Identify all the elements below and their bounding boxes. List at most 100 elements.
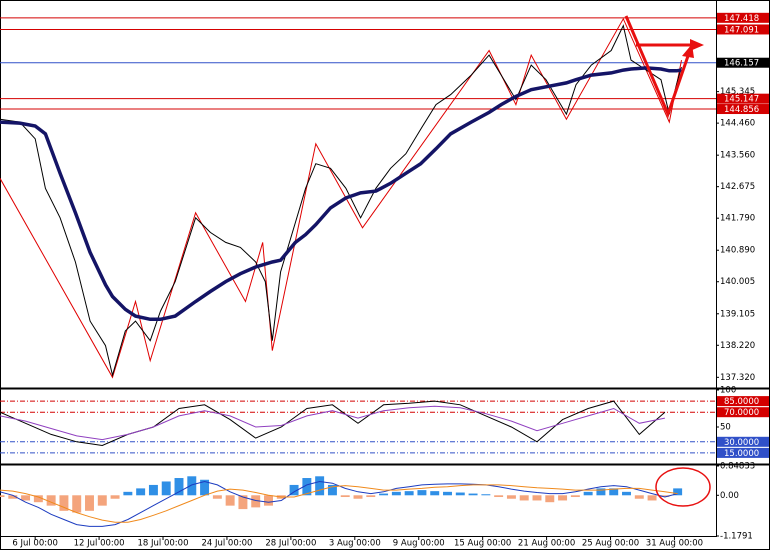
x-tick-label: 24 Jul 00:00 xyxy=(201,539,252,549)
histogram-bar xyxy=(72,495,82,513)
highlight-circle xyxy=(655,467,711,507)
histogram-bar xyxy=(455,492,465,496)
histogram-bar xyxy=(225,495,235,506)
histogram-bar xyxy=(200,479,210,496)
x-tick-label: 31 Aug 00:00 xyxy=(646,539,703,549)
histogram-bar xyxy=(8,495,18,499)
arrowhead xyxy=(682,44,694,58)
histogram-bar xyxy=(647,495,657,501)
histogram-bar xyxy=(97,495,107,506)
panel xyxy=(0,17,716,379)
histogram-bar xyxy=(161,481,171,496)
level-label-box xyxy=(717,24,769,35)
histogram-bar xyxy=(123,491,133,496)
histogram-bar xyxy=(59,495,69,511)
arrow-line xyxy=(624,15,690,119)
histogram-bar xyxy=(583,491,593,496)
histogram-bar xyxy=(136,488,146,496)
y-tick-label: 50 xyxy=(720,423,731,433)
histogram-bar xyxy=(634,495,644,499)
histogram-bar xyxy=(404,491,414,496)
histogram-bar xyxy=(481,494,491,496)
series-line xyxy=(0,484,678,523)
annotations xyxy=(624,15,711,507)
histogram-bar xyxy=(315,476,325,496)
histogram-bar xyxy=(558,495,568,501)
level-label: 15.0000 xyxy=(724,449,759,459)
zigzag-line xyxy=(0,17,682,379)
x-tick-label: 9 Aug 00:00 xyxy=(393,539,445,549)
histogram-bar xyxy=(327,484,337,496)
level-label-box xyxy=(717,407,769,418)
histogram-bar xyxy=(366,495,376,498)
histogram-bar xyxy=(609,488,619,496)
panel xyxy=(0,400,716,454)
histogram-bar xyxy=(443,491,452,496)
histogram-bar xyxy=(570,495,580,498)
series-line xyxy=(0,24,682,378)
y-tick-label: 100 xyxy=(720,386,736,396)
y-tick-label: 138.220 xyxy=(720,341,755,351)
level-label: 147.091 xyxy=(724,25,759,35)
histogram-bar xyxy=(46,495,56,506)
y-tick-label: 0.00 xyxy=(720,491,739,501)
y-tick-label: 143.560 xyxy=(720,151,755,161)
y-tick-label: 141.790 xyxy=(720,214,755,224)
y-tick-label: -1.1791 xyxy=(720,532,753,542)
arrowhead xyxy=(690,39,704,51)
histogram-bar xyxy=(340,495,350,498)
histogram-bar xyxy=(379,493,389,496)
histogram-bar xyxy=(532,495,542,501)
y-tick-label: 137.320 xyxy=(720,373,755,383)
level-label-box xyxy=(717,12,769,23)
panel xyxy=(0,476,683,527)
level-label-box xyxy=(717,104,769,115)
histogram-bar xyxy=(494,495,504,498)
histogram-bar xyxy=(673,488,683,496)
histogram-bar xyxy=(264,495,273,506)
level-label: 144.856 xyxy=(724,105,759,115)
y-tick-label: 142.675 xyxy=(720,182,755,192)
level-label-box xyxy=(717,396,769,407)
histogram-bar xyxy=(430,491,440,496)
level-label: 85.0000 xyxy=(724,397,759,407)
level-label: 30.0000 xyxy=(724,438,759,448)
x-tick-label: 15 Aug 00:00 xyxy=(454,539,511,549)
histogram-bar xyxy=(353,495,363,499)
last-price-label: 146.157 xyxy=(724,59,759,69)
level-label: 147.418 xyxy=(724,14,759,24)
level-label-box xyxy=(717,447,769,458)
histogram-bar xyxy=(21,495,31,501)
series-line xyxy=(0,400,666,447)
series-line xyxy=(0,66,682,322)
histogram-bar xyxy=(212,495,222,499)
x-tick-label: 28 Jul 00:00 xyxy=(265,539,316,549)
histogram-bar xyxy=(251,495,261,508)
y-tick-label: 0.84833 xyxy=(720,462,755,472)
x-tick-label: 21 Aug 00:00 xyxy=(518,539,575,549)
x-tick-label: 25 Aug 00:00 xyxy=(582,539,639,549)
histogram-bar xyxy=(0,495,5,498)
histogram-bar xyxy=(174,478,184,496)
histogram-bar xyxy=(289,484,299,496)
histogram-bar xyxy=(622,491,631,496)
level-label: 70.0000 xyxy=(724,408,759,418)
histogram-bar xyxy=(187,476,197,496)
histogram-bar xyxy=(238,495,248,510)
histogram-bar xyxy=(506,495,516,499)
y-tick-label: 140.890 xyxy=(720,246,755,256)
x-tick-label: 12 Jul 00:00 xyxy=(74,539,125,549)
x-tick-label: 18 Jul 00:00 xyxy=(138,539,189,549)
histogram-bar xyxy=(468,493,478,496)
series-line xyxy=(0,405,665,441)
y-tick-label: 140.005 xyxy=(720,277,755,287)
plot-area: 145.345 144.460 143.560 142.675 141.790 140.8… xyxy=(0,12,769,549)
histogram-bar xyxy=(110,495,120,499)
histogram-bar xyxy=(148,484,158,496)
y-tick-label: 145.345 xyxy=(720,87,755,97)
histogram-bar xyxy=(417,490,427,496)
histogram-bar xyxy=(391,491,401,496)
histogram-bar xyxy=(85,495,94,511)
